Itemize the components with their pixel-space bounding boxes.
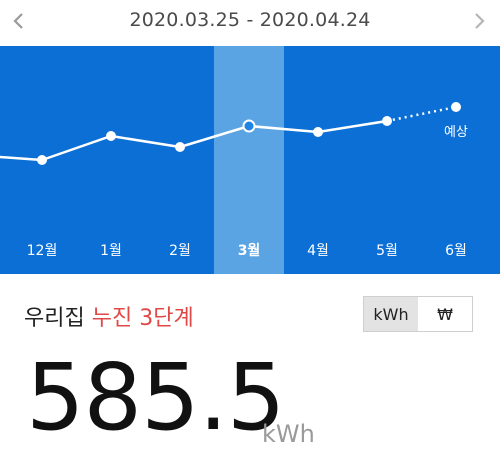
data-point xyxy=(175,142,185,152)
summary-prefix: 우리집 xyxy=(24,306,85,331)
trend-line-segment xyxy=(110,134,181,149)
date-range-label: 2020.03.25 - 2020.04.24 xyxy=(129,9,371,31)
usage-line-chart: 예상 12월 1월 2월 3월 4월 5월 6월 xyxy=(0,46,468,274)
tier-status: 누진 3단계 xyxy=(91,306,194,331)
unit-won-button[interactable]: ₩ xyxy=(437,304,453,324)
trend-line-lead xyxy=(0,155,43,162)
unit-kwh-button[interactable]: kWh xyxy=(364,297,418,331)
usage-unit: kWh xyxy=(262,420,315,448)
forecast-data-point xyxy=(451,102,461,112)
chevron-right-icon xyxy=(475,13,485,29)
month-tick-label: 12월 xyxy=(27,243,58,259)
data-point xyxy=(37,155,47,165)
next-period-button[interactable] xyxy=(464,6,494,36)
chevron-left-icon xyxy=(13,13,23,29)
data-point xyxy=(382,116,392,126)
monthly-usage-chart: 예상 12월 1월 2월 3월 4월 5월 6월 xyxy=(0,46,500,274)
month-tick-label: 3월 xyxy=(238,242,261,259)
trend-line-segment xyxy=(248,124,319,134)
month-tick-label: 6월 xyxy=(445,243,467,259)
month-tick-label: 2월 xyxy=(169,243,191,259)
trend-line-segment xyxy=(317,119,388,134)
progressive-tier-title: 우리집 누진 3단계 xyxy=(24,300,194,332)
forecast-label: 예상 xyxy=(444,125,468,140)
data-point xyxy=(106,131,116,141)
month-tick-label: 5월 xyxy=(376,243,398,259)
selected-data-point xyxy=(242,119,256,133)
data-point xyxy=(313,127,323,137)
trend-line-segment xyxy=(41,134,112,162)
date-range-header: 2020.03.25 - 2020.04.24 xyxy=(0,0,500,46)
trend-line-segment xyxy=(179,124,250,149)
forecast-line-segment xyxy=(386,105,457,123)
selected-month-highlight xyxy=(214,46,284,274)
month-tick-label: 4월 xyxy=(307,243,329,259)
prev-period-button[interactable] xyxy=(4,6,34,36)
usage-value: 585.5 xyxy=(26,344,285,451)
unit-toggle: kWh ₩ xyxy=(363,296,473,332)
month-tick-label: 1월 xyxy=(100,243,122,259)
